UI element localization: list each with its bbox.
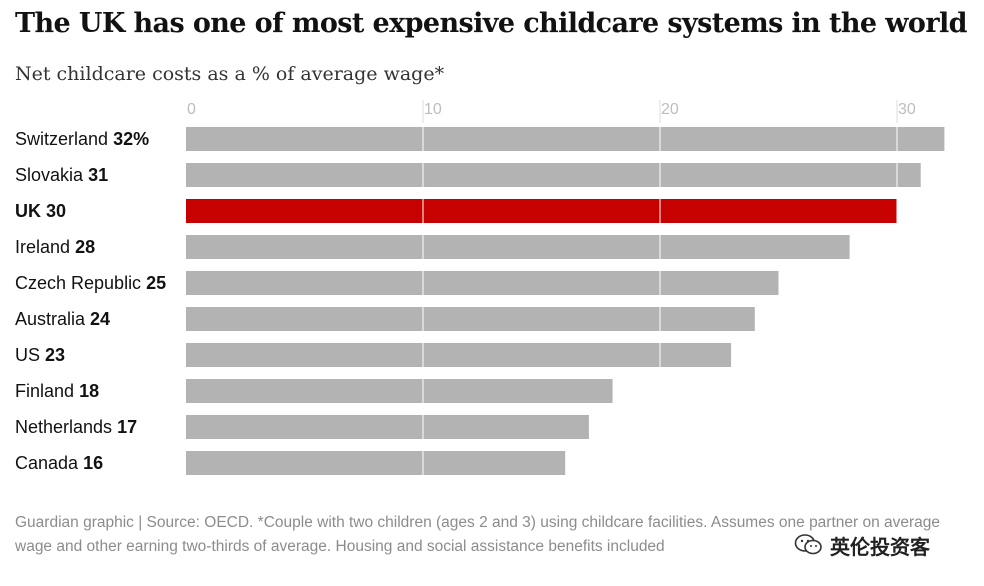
category-name: Switzerland bbox=[15, 129, 108, 149]
category-name: Australia bbox=[15, 309, 86, 329]
value-label: 23 bbox=[45, 345, 65, 365]
category-label-ireland: Ireland 28 bbox=[15, 237, 95, 257]
chart-title: The UK has one of most expensive childca… bbox=[15, 8, 968, 39]
bar-us bbox=[186, 343, 732, 367]
tick-label-30: 30 bbox=[898, 101, 916, 118]
bar-ireland bbox=[186, 235, 850, 259]
category-label-uk: UK 30 bbox=[15, 201, 66, 221]
category-label-canada: Canada 16 bbox=[15, 453, 103, 473]
gridlines-layer bbox=[422, 100, 898, 476]
value-label: 31 bbox=[88, 165, 108, 185]
tick-label-20: 20 bbox=[661, 101, 679, 118]
value-label: 28 bbox=[75, 237, 95, 257]
bar-slovakia bbox=[186, 163, 921, 187]
category-label-australia: Australia 24 bbox=[15, 309, 110, 329]
source-note: Guardian graphic | Source: OECD. *Couple… bbox=[15, 514, 941, 555]
value-label: 32% bbox=[113, 129, 149, 149]
tick-label-10: 10 bbox=[424, 101, 442, 118]
bar-finland bbox=[186, 379, 613, 403]
value-label: 30 bbox=[46, 201, 66, 221]
category-label-us: US 23 bbox=[15, 345, 65, 365]
watermark: 英伦投资客 bbox=[790, 531, 934, 559]
value-label: 25 bbox=[146, 273, 166, 293]
category-name: Czech Republic bbox=[15, 273, 141, 293]
tick-label-0: 0 bbox=[187, 101, 196, 118]
category-name: Slovakia bbox=[15, 165, 84, 185]
bar-czech-republic bbox=[186, 271, 779, 295]
bars-layer bbox=[186, 127, 945, 475]
category-label-finland: Finland 18 bbox=[15, 381, 99, 401]
category-name: UK bbox=[15, 201, 41, 221]
bar-switzerland bbox=[186, 127, 945, 151]
bar-canada bbox=[186, 451, 566, 475]
category-label-czech-republic: Czech Republic 25 bbox=[15, 273, 166, 293]
value-label: 16 bbox=[83, 453, 103, 473]
tick-labels-layer: 0 10 20 30 bbox=[187, 101, 916, 118]
bar-netherlands bbox=[186, 415, 589, 439]
bar-australia bbox=[186, 307, 755, 331]
wechat-icon bbox=[794, 534, 822, 555]
value-label: 17 bbox=[117, 417, 137, 437]
category-name: Netherlands bbox=[15, 417, 112, 437]
bar-uk bbox=[186, 199, 897, 223]
chart-subtitle: Net childcare costs as a % of average wa… bbox=[15, 63, 445, 85]
category-name: Finland bbox=[15, 381, 74, 401]
category-label-slovakia: Slovakia 31 bbox=[15, 165, 108, 185]
category-label-netherlands: Netherlands 17 bbox=[15, 417, 137, 437]
category-label-switzerland: Switzerland 32% bbox=[15, 129, 149, 149]
category-name: Canada bbox=[15, 453, 79, 473]
category-name: US bbox=[15, 345, 40, 365]
value-label: 24 bbox=[90, 309, 110, 329]
category-name: Ireland bbox=[15, 237, 70, 257]
value-label: 18 bbox=[79, 381, 99, 401]
watermark-text: 英伦投资客 bbox=[830, 534, 930, 559]
